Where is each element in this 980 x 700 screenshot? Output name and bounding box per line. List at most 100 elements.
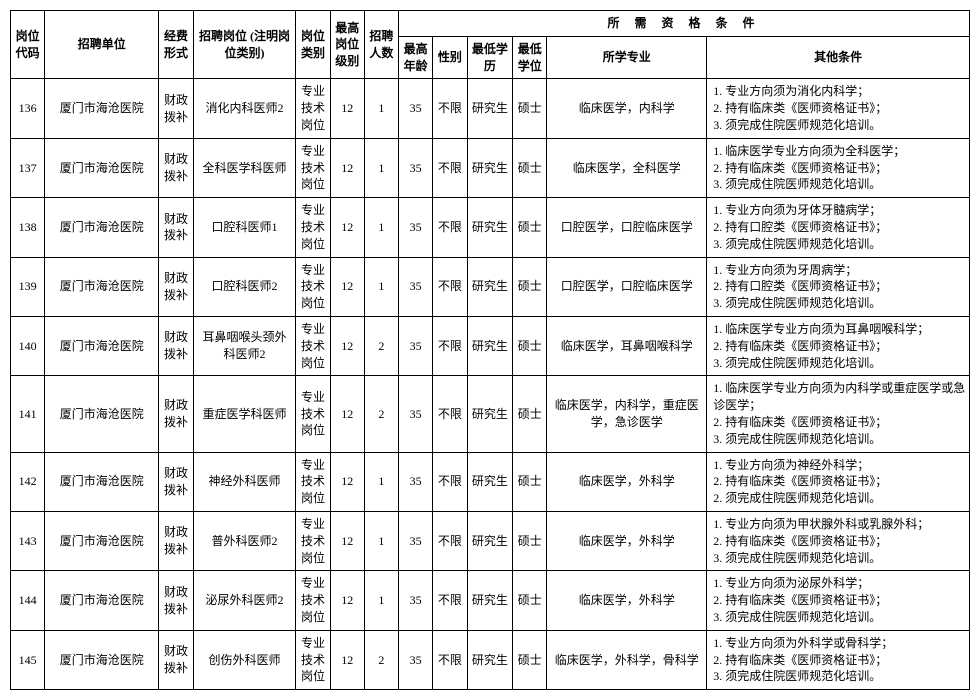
cell-other: 1. 专业方向须为牙体牙髓病学；2. 持有口腔类《医师资格证书》；3. 须完成住… — [707, 198, 970, 257]
other-line: 1. 专业方向须为外科学或骨科学； — [713, 635, 966, 652]
cell-edu: 研究生 — [467, 316, 513, 375]
cell-age: 35 — [399, 257, 433, 316]
cell-type: 专业技术岗位 — [296, 257, 330, 316]
recruitment-table: 岗位代码 招聘单位 经费形式 招聘岗位 (注明岗位类别) 岗位类别 最高岗位级别… — [10, 10, 970, 690]
other-line: 3. 须完成住院医师规范化培训。 — [713, 176, 966, 193]
cell-count: 1 — [364, 571, 398, 630]
other-line: 2. 持有临床类《医师资格证书》； — [713, 652, 966, 669]
cell-level: 12 — [330, 79, 364, 138]
cell-fund: 财政拨补 — [159, 630, 193, 689]
cell-edu: 研究生 — [467, 79, 513, 138]
cell-level: 12 — [330, 571, 364, 630]
cell-type: 专业技术岗位 — [296, 511, 330, 570]
cell-level: 12 — [330, 630, 364, 689]
cell-count: 1 — [364, 138, 398, 197]
cell-other: 1. 专业方向须为消化内科学；2. 持有临床类《医师资格证书》；3. 须完成住院… — [707, 79, 970, 138]
cell-major: 临床医学，内科学，重症医学，急诊医学 — [547, 376, 707, 452]
cell-degree: 硕士 — [513, 630, 547, 689]
cell-fund: 财政拨补 — [159, 452, 193, 511]
cell-level: 12 — [330, 257, 364, 316]
cell-fund: 财政拨补 — [159, 571, 193, 630]
cell-other: 1. 专业方向须为甲状腺外科或乳腺外科；2. 持有临床类《医师资格证书》；3. … — [707, 511, 970, 570]
cell-position: 全科医学科医师 — [193, 138, 296, 197]
cell-sex: 不限 — [433, 511, 467, 570]
cell-code: 144 — [11, 571, 45, 630]
cell-count: 1 — [364, 511, 398, 570]
cell-major: 临床医学，外科学 — [547, 571, 707, 630]
cell-major: 临床医学，外科学，骨科学 — [547, 630, 707, 689]
cell-age: 35 — [399, 452, 433, 511]
cell-count: 2 — [364, 376, 398, 452]
cell-other: 1. 专业方向须为外科学或骨科学；2. 持有临床类《医师资格证书》；3. 须完成… — [707, 630, 970, 689]
cell-degree: 硕士 — [513, 257, 547, 316]
cell-other: 1. 临床医学专业方向须为耳鼻咽喉科学；2. 持有临床类《医师资格证书》；3. … — [707, 316, 970, 375]
cell-age: 35 — [399, 138, 433, 197]
cell-position: 创伤外科医师 — [193, 630, 296, 689]
cell-type: 专业技术岗位 — [296, 138, 330, 197]
cell-level: 12 — [330, 511, 364, 570]
cell-position: 神经外科医师 — [193, 452, 296, 511]
cell-major: 临床医学，外科学 — [547, 511, 707, 570]
cell-edu: 研究生 — [467, 630, 513, 689]
table-row: 141厦门市海沧医院财政拨补重症医学科医师专业技术岗位12235不限研究生硕士临… — [11, 376, 970, 452]
cell-position: 耳鼻咽喉头颈外科医师2 — [193, 316, 296, 375]
cell-unit: 厦门市海沧医院 — [45, 511, 159, 570]
cell-unit: 厦门市海沧医院 — [45, 571, 159, 630]
cell-degree: 硕士 — [513, 511, 547, 570]
cell-major: 临床医学，外科学 — [547, 452, 707, 511]
table-row: 140厦门市海沧医院财政拨补耳鼻咽喉头颈外科医师2专业技术岗位12235不限研究… — [11, 316, 970, 375]
cell-other: 1. 临床医学专业方向须为内科学或重症医学或急诊医学；2. 持有临床类《医师资格… — [707, 376, 970, 452]
cell-fund: 财政拨补 — [159, 511, 193, 570]
cell-unit: 厦门市海沧医院 — [45, 316, 159, 375]
cell-sex: 不限 — [433, 630, 467, 689]
cell-fund: 财政拨补 — [159, 198, 193, 257]
other-line: 1. 临床医学专业方向须为内科学或重症医学或急诊医学； — [713, 380, 966, 414]
other-line: 2. 持有临床类《医师资格证书》； — [713, 338, 966, 355]
cell-count: 1 — [364, 79, 398, 138]
other-line: 1. 专业方向须为神经外科学； — [713, 457, 966, 474]
other-line: 2. 持有口腔类《医师资格证书》； — [713, 219, 966, 236]
col-header-edu: 最低学历 — [467, 36, 513, 79]
other-line: 2. 持有临床类《医师资格证书》； — [713, 100, 966, 117]
cell-position: 口腔科医师2 — [193, 257, 296, 316]
cell-unit: 厦门市海沧医院 — [45, 452, 159, 511]
cell-sex: 不限 — [433, 452, 467, 511]
cell-age: 35 — [399, 79, 433, 138]
cell-code: 139 — [11, 257, 45, 316]
other-line: 1. 专业方向须为甲状腺外科或乳腺外科； — [713, 516, 966, 533]
table-header: 岗位代码 招聘单位 经费形式 招聘岗位 (注明岗位类别) 岗位类别 最高岗位级别… — [11, 11, 970, 79]
cell-sex: 不限 — [433, 571, 467, 630]
cell-code: 142 — [11, 452, 45, 511]
cell-major: 临床医学，耳鼻咽喉科学 — [547, 316, 707, 375]
col-header-code: 岗位代码 — [11, 11, 45, 79]
cell-other: 1. 专业方向须为泌尿外科学；2. 持有临床类《医师资格证书》；3. 须完成住院… — [707, 571, 970, 630]
cell-level: 12 — [330, 316, 364, 375]
cell-code: 136 — [11, 79, 45, 138]
cell-age: 35 — [399, 316, 433, 375]
other-line: 3. 须完成住院医师规范化培训。 — [713, 609, 966, 626]
cell-age: 35 — [399, 630, 433, 689]
cell-age: 35 — [399, 376, 433, 452]
cell-sex: 不限 — [433, 316, 467, 375]
cell-level: 12 — [330, 138, 364, 197]
cell-edu: 研究生 — [467, 257, 513, 316]
other-line: 3. 须完成住院医师规范化培训。 — [713, 550, 966, 567]
cell-type: 专业技术岗位 — [296, 571, 330, 630]
cell-edu: 研究生 — [467, 198, 513, 257]
cell-edu: 研究生 — [467, 511, 513, 570]
table-row: 143厦门市海沧医院财政拨补普外科医师2专业技术岗位12135不限研究生硕士临床… — [11, 511, 970, 570]
cell-fund: 财政拨补 — [159, 257, 193, 316]
col-header-fund: 经费形式 — [159, 11, 193, 79]
other-line: 2. 持有临床类《医师资格证书》； — [713, 473, 966, 490]
cell-type: 专业技术岗位 — [296, 452, 330, 511]
cell-degree: 硕士 — [513, 571, 547, 630]
cell-position: 消化内科医师2 — [193, 79, 296, 138]
cell-degree: 硕士 — [513, 138, 547, 197]
cell-major: 口腔医学，口腔临床医学 — [547, 257, 707, 316]
cell-unit: 厦门市海沧医院 — [45, 630, 159, 689]
cell-degree: 硕士 — [513, 376, 547, 452]
other-line: 2. 持有口腔类《医师资格证书》； — [713, 278, 966, 295]
col-header-sex: 性别 — [433, 36, 467, 79]
cell-sex: 不限 — [433, 257, 467, 316]
other-line: 3. 须完成住院医师规范化培训。 — [713, 117, 966, 134]
